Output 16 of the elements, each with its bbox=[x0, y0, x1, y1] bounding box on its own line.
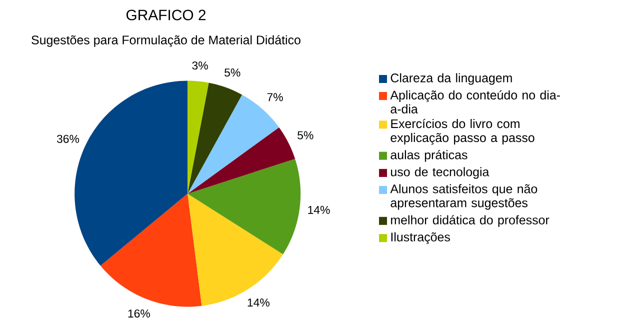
data-label: 14% bbox=[308, 206, 330, 214]
legend-label: aulas práticas bbox=[390, 150, 468, 162]
data-label: 5% bbox=[224, 68, 240, 77]
legend-label: Ilustrações bbox=[391, 232, 450, 244]
chart-title: GRAFICO 2 bbox=[126, 10, 206, 20]
legend-label: uso de tecnologia bbox=[391, 167, 490, 179]
legend-label: Clareza da linguagem bbox=[390, 73, 512, 85]
data-label: 36% bbox=[56, 134, 80, 143]
data-label: 5% bbox=[298, 131, 314, 140]
chart-subtitle: Sugestões para Formulação de Material Didático bbox=[32, 35, 300, 47]
data-label: 3% bbox=[192, 61, 208, 70]
data-label: 14% bbox=[248, 298, 270, 307]
legend-label: melhor didática do professor bbox=[391, 215, 550, 227]
legend-label: Aplicação do conteúdo no dia-a-dia bbox=[390, 90, 560, 114]
data-label: 16% bbox=[128, 309, 150, 318]
data-label: 7% bbox=[267, 93, 283, 102]
